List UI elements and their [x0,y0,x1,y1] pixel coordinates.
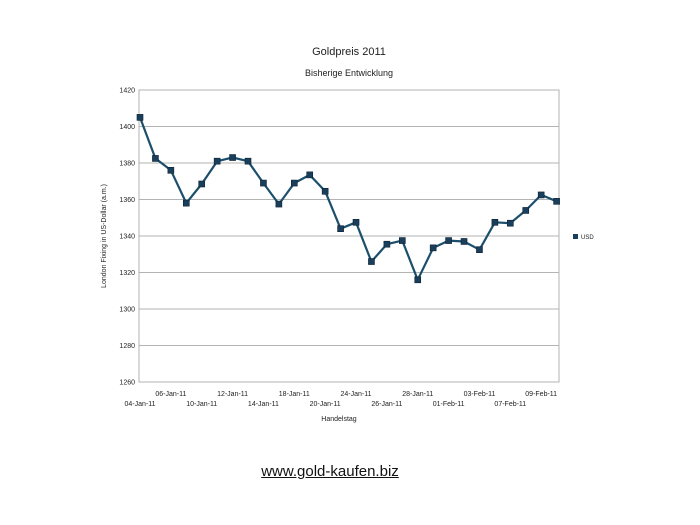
data-point [244,157,252,165]
data-point [182,199,190,207]
x-tick-label: 24-Jan-11 [341,391,372,398]
data-point [399,237,406,244]
legend-marker-usd [573,234,578,239]
y-axis-label: London Fixing in US-Dollar (a.m.) [101,184,108,288]
x-tick-label: 10-Jan-11 [186,401,217,408]
chart-grid [139,89,559,383]
y-tick-label: 1340 [119,234,135,241]
y-tick-label: 1360 [119,197,135,204]
data-point [167,167,175,174]
data-point [306,171,314,179]
chart-subtitle: Bisherige Entwicklung [305,68,393,78]
y-axis: 1260 1280 1300 1320 1340 1360 1380 1400 1420 [119,88,135,387]
data-point [136,114,144,121]
x-tick-label: 18-Jan-11 [279,391,310,398]
x-tick-label: 06-Jan-11 [155,391,186,398]
x-tick-label: 09-Feb-11 [525,391,557,398]
data-point [229,154,236,161]
data-point [213,157,221,165]
data-point [429,244,437,252]
y-tick-label: 1420 [119,88,135,95]
data-point [476,246,483,253]
x-tick-label: 26-Jan-11 [371,401,402,408]
x-tick-label: 14-Jan-11 [248,401,279,408]
data-point [368,258,375,265]
legend-label-usd: USD [581,235,594,241]
plot-area [138,89,560,383]
data-point [152,155,159,162]
x-tick-label: 20-Jan-11 [310,401,341,408]
x-axis: 04-Jan-1106-Jan-1110-Jan-1112-Jan-1114-J… [124,391,557,408]
series-group [136,114,560,284]
y-tick-label: 1300 [119,307,135,314]
y-tick-label: 1400 [119,124,135,131]
data-point [290,179,298,187]
data-point [352,219,360,226]
y-tick-label: 1280 [119,343,135,350]
data-point [337,225,344,232]
data-point [460,238,468,245]
data-point [275,200,283,208]
data-point [445,237,452,244]
data-point [491,219,499,226]
y-tick-label: 1320 [119,270,135,277]
x-tick-label: 04-Jan-11 [124,401,155,408]
x-tick-label: 03-Feb-11 [464,391,496,398]
y-tick-label: 1260 [119,380,135,387]
data-point [321,187,329,195]
data-point [522,207,530,214]
data-point [553,198,560,205]
x-tick-label: 07-Feb-11 [494,401,526,408]
data-point [414,276,422,284]
chart-title: Goldpreis 2011 [312,46,386,58]
legend: USD [573,234,594,241]
x-tick-label: 12-Jan-11 [217,391,248,398]
y-tick-label: 1380 [119,161,135,168]
series-line-usd [138,117,558,281]
x-tick-label: 01-Feb-11 [433,401,465,408]
x-axis-label: Handelstag [321,416,357,423]
data-point [260,179,267,187]
website-link[interactable]: www.gold-kaufen.biz [261,463,399,480]
data-point [198,180,206,188]
data-point [383,240,391,248]
x-tick-label: 28-Jan-11 [402,391,433,398]
data-point [537,191,545,199]
data-point [507,219,514,227]
